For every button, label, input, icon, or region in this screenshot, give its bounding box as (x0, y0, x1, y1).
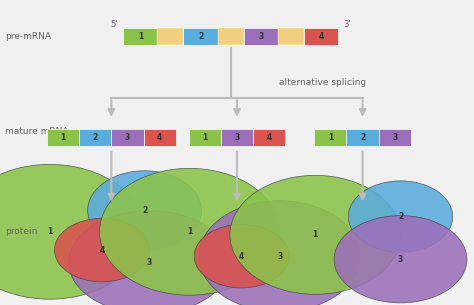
Text: 1: 1 (328, 133, 333, 142)
Text: 3: 3 (398, 255, 403, 264)
Text: 4: 4 (99, 246, 105, 255)
Bar (278, 28, 304, 45)
Ellipse shape (194, 224, 289, 288)
Ellipse shape (0, 164, 145, 299)
Text: 2: 2 (360, 133, 365, 142)
Text: 5': 5' (110, 20, 118, 29)
Bar (47, 129, 79, 145)
Bar (244, 28, 278, 45)
Bar (79, 129, 111, 145)
Bar (189, 129, 221, 145)
Bar (123, 28, 157, 45)
Text: 1: 1 (202, 133, 208, 142)
Bar (253, 129, 285, 145)
Text: mature mRNA: mature mRNA (5, 127, 68, 136)
Text: 4: 4 (266, 133, 272, 142)
Text: 2: 2 (198, 32, 203, 41)
Ellipse shape (88, 171, 201, 250)
Text: 1: 1 (47, 227, 53, 236)
Text: 4: 4 (318, 32, 324, 41)
Text: 3: 3 (125, 133, 130, 142)
Ellipse shape (69, 211, 230, 305)
Text: 2: 2 (398, 212, 403, 221)
Text: 3: 3 (277, 252, 283, 261)
Ellipse shape (348, 181, 453, 252)
Text: 1: 1 (312, 230, 318, 239)
Text: 1: 1 (187, 227, 192, 236)
Ellipse shape (55, 218, 149, 282)
Text: 3': 3' (344, 20, 351, 29)
Bar (221, 129, 253, 145)
Text: 1: 1 (137, 32, 143, 41)
Ellipse shape (230, 175, 401, 294)
Text: protein: protein (5, 227, 37, 236)
Bar (144, 129, 176, 145)
Bar (218, 28, 244, 45)
Bar (157, 28, 183, 45)
Ellipse shape (100, 168, 280, 295)
Text: 2: 2 (92, 133, 98, 142)
Bar (304, 28, 338, 45)
Bar (346, 129, 379, 145)
Text: 3: 3 (258, 32, 264, 41)
Text: 4: 4 (239, 252, 245, 261)
Text: 4: 4 (157, 133, 163, 142)
Text: 1: 1 (60, 133, 66, 142)
Bar (314, 129, 346, 145)
Text: 3: 3 (234, 133, 240, 142)
Text: 2: 2 (142, 206, 147, 215)
Text: 3: 3 (146, 258, 152, 267)
Ellipse shape (334, 216, 467, 303)
Text: 3: 3 (392, 133, 398, 142)
Text: alternative splicing: alternative splicing (279, 78, 366, 87)
Bar (379, 129, 411, 145)
Text: pre-mRNA: pre-mRNA (5, 32, 51, 41)
Bar (111, 129, 144, 145)
Ellipse shape (199, 201, 360, 305)
Bar (183, 28, 218, 45)
